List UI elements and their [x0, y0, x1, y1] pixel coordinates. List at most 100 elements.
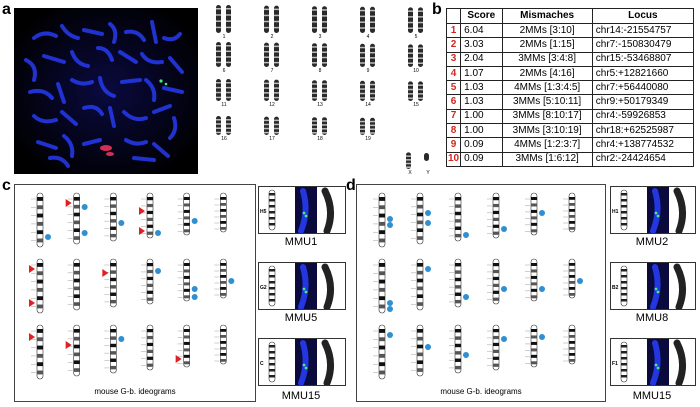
- ideogram-panel-d: mouse G-b. ideograms: [356, 184, 606, 402]
- table-row: 2 3.03 2MMs [1:15] chr7:-150830479: [445, 37, 695, 53]
- mmu-inset-d3: F1: [610, 338, 696, 386]
- karyotype-chromosome: 2: [250, 4, 294, 44]
- ideogram-chromosome: [141, 258, 154, 305]
- karyotype-chromosome: Y: [406, 140, 450, 180]
- mmu-band-label: H5: [260, 209, 267, 215]
- blue-marker-icon: [118, 336, 125, 342]
- score-cell: 0.09: [460, 137, 503, 153]
- blue-marker-icon: [387, 222, 393, 228]
- mismatch-cell: 4MMs [1:3:4:5]: [501, 80, 593, 96]
- ideogram-chromosome: [411, 258, 424, 311]
- mmu-label-c3: MMU15: [281, 390, 321, 402]
- karyotype-chromosome: 9: [346, 38, 390, 78]
- table-header-row: Score Mismaches Locus: [445, 8, 695, 24]
- mismatch-cell: 2MMs [1:15]: [501, 37, 593, 53]
- blue-marker-icon: [191, 218, 198, 224]
- ideogram-chromosome: [487, 192, 500, 239]
- karyotype-label: 12: [269, 102, 275, 108]
- karyotype-chromosome: 4: [346, 4, 390, 44]
- karyotype-chromosome: 16: [202, 106, 246, 146]
- score-cell: 6.04: [460, 22, 503, 39]
- karyotype-label: 13: [317, 102, 323, 108]
- ideogram-set-d: [373, 192, 583, 380]
- karyotype-chromosome: 7: [250, 38, 294, 78]
- locus-cell: chr14:-21554757: [591, 22, 695, 39]
- blue-marker-icon: [155, 268, 161, 274]
- mmu-inset-d1: H1: [610, 186, 696, 234]
- red-marker-icon: [65, 341, 72, 349]
- blue-marker-icon: [81, 204, 88, 210]
- mmu-label-d1: MMU2: [635, 236, 669, 248]
- karyotype-label: 15: [413, 102, 419, 108]
- karyotype-chromosome: 19: [346, 106, 390, 146]
- ideogram-chromosome: [487, 258, 500, 305]
- karyotype-chromosome: 5: [394, 4, 438, 44]
- ideogram-chromosome: [373, 324, 386, 380]
- panel-label-d: d: [346, 177, 356, 194]
- blue-marker-icon: [539, 286, 545, 292]
- table-row: 10 0.09 3MMs [1:6:12] chr2:-24424654: [445, 151, 695, 167]
- karyotype-chromosome: 1: [202, 4, 246, 44]
- ideogram-chromosome: [373, 192, 386, 248]
- score-cell: 2.04: [460, 51, 503, 67]
- ideogram-chromosome: [411, 192, 424, 245]
- karyotype-grid: 1 2 3 4 5 6 7 8 9 10 11 12 13 14 15 16 17 18 19 X Y: [200, 4, 444, 176]
- blue-marker-icon: [501, 286, 507, 292]
- table-row: 6 1.03 3MMs [5:10:11] chr9:+50179349: [445, 94, 695, 110]
- score-cell: 1.03: [460, 94, 503, 110]
- karyotype-label: X: [408, 170, 412, 176]
- blue-marker-icon: [539, 334, 545, 340]
- row-index: 5: [445, 80, 462, 96]
- ideogram-chromosome: [214, 258, 227, 299]
- ideogram-chromosome: [31, 192, 44, 248]
- mismatch-cell: 3MMs [5:10:11]: [501, 94, 593, 110]
- blue-marker-icon: [463, 294, 469, 300]
- ideogram-chromosome: [141, 192, 154, 239]
- table-row: 8 1.00 3MMs [3:10:19] chr18:+62525987: [445, 123, 695, 139]
- karyotype-label: 6: [222, 68, 226, 74]
- ideogram-chromosome: [177, 324, 190, 368]
- blue-marker-icon: [425, 220, 431, 226]
- table-row: 7 1.00 3MMs [8:10:17] chr4:-59926853: [445, 108, 695, 125]
- table-row: 4 1.07 2MMs [4:16] chr5:+12821660: [445, 65, 695, 82]
- karyotype-chromosome: X: [388, 140, 432, 180]
- karyotype-label: 5: [414, 34, 418, 40]
- mmu-label-c2: MMU5: [284, 312, 318, 324]
- ideogram-chromosome: [214, 324, 227, 365]
- mmu-label-d3: MMU15: [632, 390, 672, 402]
- karyotype-label: 11: [221, 102, 227, 108]
- ideogram-chromosome: [563, 192, 576, 233]
- ideogram-chromosome: [141, 324, 154, 371]
- ideogram-chromosome: [67, 258, 80, 311]
- locus-cell: chr7:+56440080: [591, 80, 695, 96]
- karyotype-label: 9: [366, 68, 370, 74]
- locus-cell: chr4:+138774532: [591, 137, 695, 153]
- red-marker-icon: [65, 199, 72, 207]
- karyotype-label: 3: [318, 34, 322, 40]
- panel-label-a: a: [2, 1, 11, 18]
- ideogram-chromosome: [525, 192, 538, 236]
- mmu-band-label: H1: [612, 209, 619, 215]
- row-index: 10: [445, 151, 462, 167]
- blue-marker-icon: [191, 294, 198, 300]
- ideogram-chromosome: [104, 258, 117, 308]
- off-target-table: Score Mismaches Locus 1 6.04 2MMs [3:10] ch…: [445, 8, 695, 167]
- mismatch-cell: 3MMs [1:6:12]: [501, 151, 593, 167]
- table-row: 9 0.09 4MMs [1:2:3:7] chr4:+138774532: [445, 137, 695, 153]
- karyotype-chromosome: 18: [298, 106, 342, 146]
- ideogram-chromosome: [104, 324, 117, 374]
- blue-marker-icon: [463, 232, 469, 238]
- ideogram-chromosome: [487, 324, 500, 371]
- ideogram-chromosome: [449, 192, 462, 242]
- ideogram-chromosome: [31, 324, 44, 380]
- ideogram-caption-c: mouse G-b. ideograms: [94, 387, 176, 396]
- table-header-index: [445, 8, 462, 24]
- locus-cell: chr15:-53468807: [591, 51, 695, 67]
- karyotype-label: 19: [365, 136, 371, 142]
- mismatch-cell: 2MMs [4:16]: [501, 65, 593, 82]
- karyotype-label: 10: [413, 68, 419, 74]
- row-index: 2: [445, 37, 462, 53]
- karyotype-chromosome: 10: [394, 38, 438, 78]
- score-cell: 0.09: [460, 151, 503, 167]
- mmu-band-label: C: [260, 361, 264, 367]
